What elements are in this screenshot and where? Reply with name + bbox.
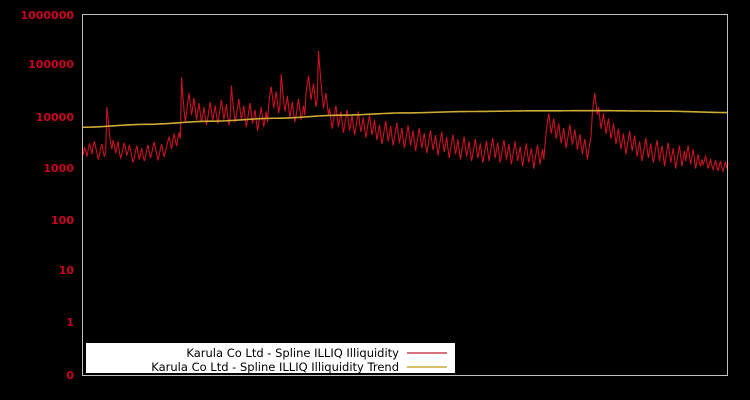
y-axis-tick-1000000: 1000000 bbox=[20, 9, 74, 22]
y-axis-tick-100: 100 bbox=[51, 214, 74, 227]
y-axis-tick-10000: 10000 bbox=[36, 111, 75, 124]
y-axis-tick-10: 10 bbox=[59, 264, 75, 277]
y-axis-tick-0: 0 bbox=[66, 369, 74, 382]
legend-label-2: Karula Co Ltd - Spline ILLIQ Illiquidity… bbox=[151, 360, 399, 374]
series-illiquidity-line bbox=[81, 50, 729, 174]
chart-legend[interactable]: Karula Co Ltd - Spline ILLIQ Illiquidity… bbox=[86, 343, 455, 374]
legend-label-1: Karula Co Ltd - Spline ILLIQ Illiquidity bbox=[186, 346, 399, 360]
plot-area-frame bbox=[82, 14, 728, 376]
y-axis-tick-1: 1 bbox=[66, 316, 74, 329]
legend-background bbox=[86, 343, 455, 373]
y-axis-tick-1000: 1000 bbox=[43, 162, 74, 175]
chart-series-group bbox=[81, 50, 729, 174]
y-axis-tick-100000: 100000 bbox=[28, 58, 74, 71]
series-illiquidity-trend-line bbox=[81, 109, 728, 129]
